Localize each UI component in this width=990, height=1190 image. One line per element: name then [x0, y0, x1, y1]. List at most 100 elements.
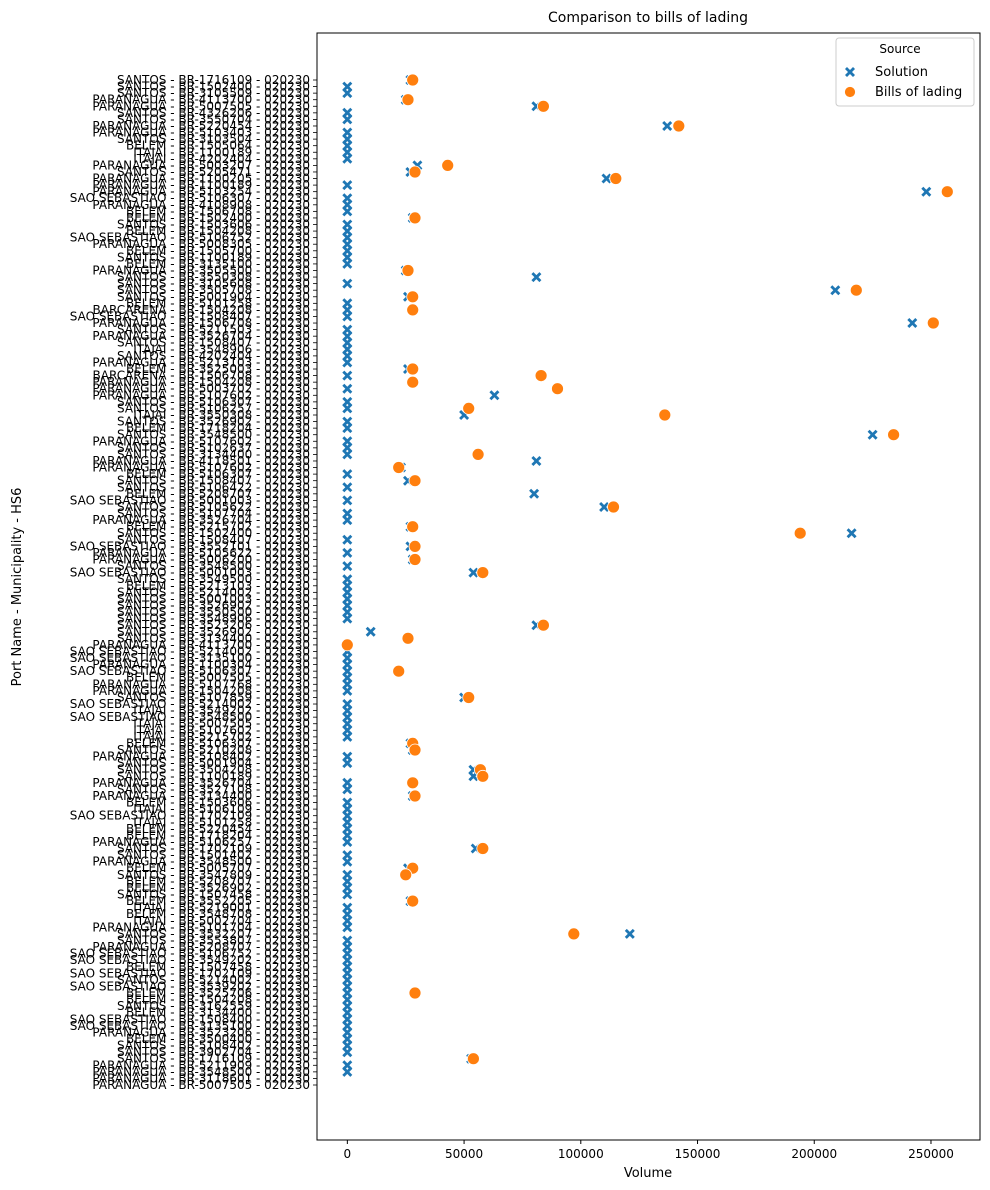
y-tick-label: SANTOS - BR-3527108 - 020230: [117, 782, 310, 796]
y-tick-label: SANTOS - BR-3523206 - 020230: [117, 618, 310, 632]
solution-point: [489, 390, 500, 401]
y-tick-label: SANTOS - BR-5001904 - 020230: [117, 756, 310, 770]
y-tick-label: SAO SEBASTIAO - BR-1702109 - 020230: [70, 809, 310, 823]
y-tick-label: SAO SEBASTIAO - BR-5001003 - 020230: [70, 566, 310, 580]
y-tick-label: SANTOS - BR-3526902 - 020230: [117, 415, 310, 429]
y-tick-label: BELEM - BR-1504208 - 020230: [126, 224, 310, 238]
legend-title: Source: [879, 42, 920, 56]
bills-of-lading-point: [408, 474, 422, 488]
y-tick-label: PARANAGUA - BR-5213103 - 020230: [92, 355, 310, 369]
solution-point: [921, 186, 932, 197]
y-tick-label: PARANAGUA - BR-5003702 - 020230: [92, 382, 310, 396]
solution-point: [531, 272, 542, 283]
solution-point: [342, 561, 353, 572]
solution-point: [342, 856, 353, 867]
y-tick-label: BELEM - BR-5106307 - 020230: [126, 736, 310, 750]
bills-of-lading-point: [926, 316, 940, 330]
bills-of-lading-point: [401, 264, 415, 277]
y-tick-label: ITAJAI - BR-5002704 - 020230: [133, 914, 310, 928]
y-tick-label: SANTOS - BR-1716109 - 020230: [117, 1052, 310, 1066]
y-tick-label: BELEM - BR-5101258 - 020230: [126, 296, 310, 310]
solution-point: [342, 469, 353, 480]
y-tick-label: PARANAGUA - BR-5107602 - 020230: [92, 434, 310, 448]
bills-of-lading-point: [408, 165, 422, 179]
y-tick-label: ITAJAI - BR-5107602 - 020230: [133, 723, 310, 737]
y-tick-label: SANTOS - BR-1501402 - 020230: [117, 848, 310, 862]
y-tick-label: PARANAGUA - BR-5101704 - 020230: [92, 920, 310, 934]
bills-of-lading-point: [462, 691, 476, 704]
y-tick-label: PARANAGUA - BR-3526704 - 020230: [92, 513, 310, 527]
y-tick-label: SANTOS - BR-5214002 - 020230: [117, 585, 310, 599]
y-tick-label: ITAJAI - BR-5106109 - 020230: [133, 802, 310, 816]
bills-of-lading-point: [887, 428, 900, 442]
x-tick-label: 200000: [791, 1147, 837, 1161]
bills-of-lading-point: [534, 369, 548, 383]
y-tick-label: SANTOS - BR-5214002 - 020230: [117, 973, 310, 987]
y-tick-label: SANTOS - BR-3550704 - 020230: [117, 112, 310, 126]
y-tick-label: BARCARENA - BR-1506708 - 020230: [93, 369, 310, 383]
y-tick-label: PARANAGUA - BR-5208707 - 020230: [92, 940, 310, 954]
solution-point: [867, 429, 878, 440]
y-tick-label: PARANAGUA - BR-1504208 - 020230: [92, 375, 310, 389]
y-tick-label: SANTOS - BR-5106422 - 020230: [117, 480, 310, 494]
bills-of-lading-point: [392, 461, 406, 474]
y-tick-label: SANTOS - BR-3532207 - 020230: [117, 927, 310, 941]
legend-marker-solution: [845, 67, 855, 77]
x-tick-label: 50000: [445, 1147, 483, 1161]
y-tick-label: SANTOS - BR-3504208 - 020230: [117, 763, 310, 777]
y-tick-label: PARANAGUA - BR-5107602 - 020230: [92, 388, 310, 402]
y-tick-label: PARANAGUA - BR-5211909 - 020230: [92, 1058, 310, 1072]
y-tick-label: PARANAGUA - BR-5103403 - 020230: [92, 126, 310, 140]
solution-point: [342, 449, 353, 460]
bills-of-lading-point: [406, 303, 420, 317]
solution-point: [846, 528, 857, 539]
y-tick-label: SANTOS - BR-1502400 - 020230: [117, 526, 310, 540]
y-tick-label: SANTOS - BR-3105509 - 020230: [117, 86, 310, 100]
y-tick-label: PARANAGUA - BR-5220454 - 020230: [92, 119, 310, 133]
bills-of-lading-point: [471, 447, 485, 461]
solution-point: [662, 121, 673, 131]
bills-of-lading-point: [658, 408, 672, 422]
y-tick-label: PARANAGUA - BR-4113700 - 020230: [92, 638, 310, 652]
y-tick-label: SANTOS - BR-5210208 - 020230: [117, 743, 310, 757]
y-tick-label: PARANAGUA - BR-1506708 - 020230: [92, 316, 310, 330]
legend-frame: [835, 37, 975, 107]
legend-marker-bills-of-lading: [844, 86, 856, 98]
bills-of-lading-point: [399, 868, 413, 882]
y-tick-label: ITAJAI - BR-5215702 - 020230: [133, 730, 310, 744]
solution-point: [342, 423, 353, 434]
y-tick-label: SANTOS - BR-3105608 - 020230: [117, 277, 310, 291]
bills-of-lading-point: [406, 776, 420, 790]
solution-point: [342, 889, 353, 900]
legend-label-solution: Solution: [875, 65, 928, 80]
bills-of-lading-point: [408, 540, 422, 553]
y-tick-label: PARANAGUA - BR-1504208 - 020230: [92, 684, 310, 698]
y-tick-label: PARANAGUA - BR-5105622 - 020230: [92, 546, 310, 560]
y-tick-label: BELEM - BR-3135100 - 020230: [126, 257, 310, 271]
y-tick-label: BELEM - BR-5213103 - 020230: [126, 579, 310, 593]
y-tick-label: BELEM - BR-1503606 - 020230: [126, 796, 310, 810]
y-tick-label: SAO SEBASTIAO - BR-5106307 - 020230: [70, 664, 310, 678]
bills-of-lading-point: [607, 500, 620, 514]
y-tick-label: PARANAGUA - BR-1100304 - 020230: [92, 658, 310, 672]
y-tick-label: BELEM - BR-1506708 - 020230: [126, 204, 310, 218]
y-tick-label: ITAJAI - BR-3550308 - 020230: [133, 408, 310, 422]
y-tick-label: PARANAGUA - BR-5008305 - 020230: [92, 237, 310, 251]
y-tick-label: SANTOS - BR-5102637 - 020230: [117, 441, 310, 455]
y-tick-label: SAO SEBASTIAO - BR-5106307 - 020230: [70, 191, 310, 205]
bills-of-lading-point: [406, 894, 420, 908]
y-tick-label: SANTOS - BR-3505708 - 020230: [117, 283, 310, 297]
y-tick-label: SANTOS - BR-5106307 - 020230: [117, 395, 310, 409]
y-tick-label: BELEM - BR-3526902 - 020230: [126, 881, 310, 895]
y-tick-label: SANTOS - BR-3134400 - 020230: [117, 447, 310, 461]
x-tick-label: 100000: [558, 1147, 604, 1161]
y-tick-label: SAO SEBASTIAO - BR-3552101 - 020230: [70, 539, 310, 553]
y-tick-label: BELEM - BR-5106307 - 020230: [126, 467, 310, 481]
y-tick-label: SANTOS - BR-1100189 - 020230: [117, 769, 310, 783]
y-tick-label: BELEM - BR-1502400 - 020230: [126, 211, 310, 225]
solution-point: [342, 547, 353, 558]
y-tick-label: PARANAGUA - BR-3548500 - 020230: [92, 855, 310, 869]
solution-point: [342, 206, 353, 217]
y-tick-label: SANTOS - BR-1100189 - 020230: [117, 250, 310, 264]
plot-frame: [316, 32, 981, 1141]
